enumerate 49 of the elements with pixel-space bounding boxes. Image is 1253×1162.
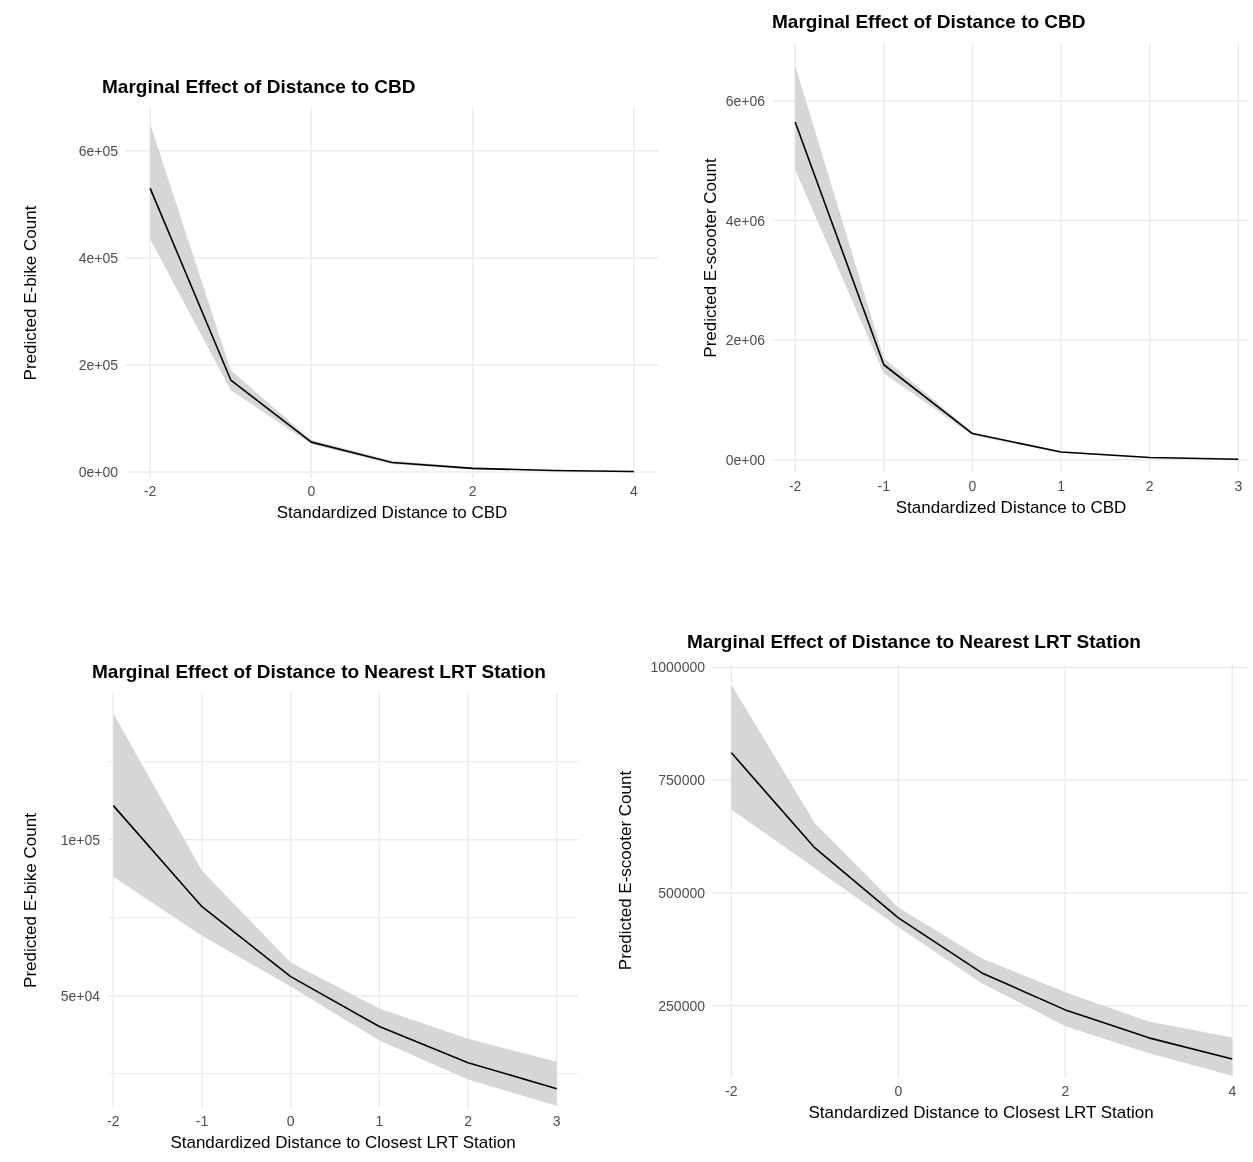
- x-tick-label: -1: [877, 478, 891, 494]
- x-tick-label: 3: [552, 1113, 561, 1129]
- y-tick-label: 4e+06: [725, 212, 766, 229]
- line-series: [149, 187, 635, 473]
- y-axis-title: Predicted E-scooter Count: [701, 158, 720, 358]
- x-tick-label: 3: [1234, 478, 1243, 494]
- y-axis-title: Predicted E-bike Count: [21, 205, 40, 381]
- x-axis-title: Standardized Distance to CBD: [276, 503, 508, 522]
- x-tick-label: 4: [629, 483, 638, 499]
- x-axis-title: Standardized Distance to Closest LRT Station: [808, 1103, 1154, 1122]
- x-tick-label: -2: [725, 1083, 738, 1099]
- y-tick-label: 0e+00: [78, 464, 119, 481]
- x-tick-label: 2: [1061, 1083, 1070, 1099]
- y-tick-label: 6e+05: [78, 142, 119, 159]
- y-tick-label: 250000: [658, 997, 706, 1014]
- x-tick-label: 1: [375, 1113, 384, 1129]
- x-tick-label: -1: [195, 1113, 209, 1129]
- x-tick-label: 2: [464, 1113, 473, 1129]
- x-tick-label: 0: [968, 478, 977, 494]
- x-tick-label: -2: [107, 1113, 120, 1129]
- x-tick-label: 0: [894, 1083, 903, 1099]
- x-tick-label: 4: [1228, 1083, 1237, 1099]
- y-tick-label: 500000: [658, 884, 706, 901]
- y-tick-label: 750000: [658, 772, 706, 789]
- x-tick-label: -2: [143, 483, 157, 499]
- y-tick-label: 1e+05: [60, 831, 101, 848]
- line-series: [730, 751, 1234, 1060]
- y-tick-label: 0e+00: [725, 451, 766, 468]
- line-series: [112, 804, 558, 1090]
- chart-title: Marginal Effect of Distance to Nearest LRT Station: [92, 661, 546, 682]
- x-tick-label: 0: [286, 1113, 295, 1129]
- y-tick-label: 5e+04: [60, 987, 101, 1004]
- x-tick-label: 2: [1145, 478, 1154, 494]
- x-axis-title: Standardized Distance to CBD: [895, 498, 1127, 517]
- y-tick-label: 4e+05: [78, 249, 119, 266]
- y-axis-title: Predicted E-bike Count: [21, 812, 40, 988]
- x-tick-label: -2: [788, 478, 802, 494]
- chart-title: Marginal Effect of Distance to CBD: [102, 76, 416, 97]
- x-tick-label: 2: [468, 483, 477, 499]
- y-tick-label: 1000000: [650, 659, 706, 676]
- x-axis-title: Standardized Distance to Closest LRT Station: [170, 1133, 516, 1152]
- chart-title: Marginal Effect of Distance to CBD: [772, 11, 1086, 32]
- y-tick-label: 2e+05: [78, 356, 119, 373]
- y-tick-label: 2e+06: [725, 332, 766, 349]
- x-tick-label: 0: [307, 483, 316, 499]
- chart-title: Marginal Effect of Distance to Nearest LRT Station: [687, 631, 1141, 652]
- y-axis-title: Predicted E-scooter Count: [616, 770, 635, 971]
- y-tick-label: 6e+06: [725, 92, 766, 109]
- x-tick-label: 1: [1057, 478, 1066, 494]
